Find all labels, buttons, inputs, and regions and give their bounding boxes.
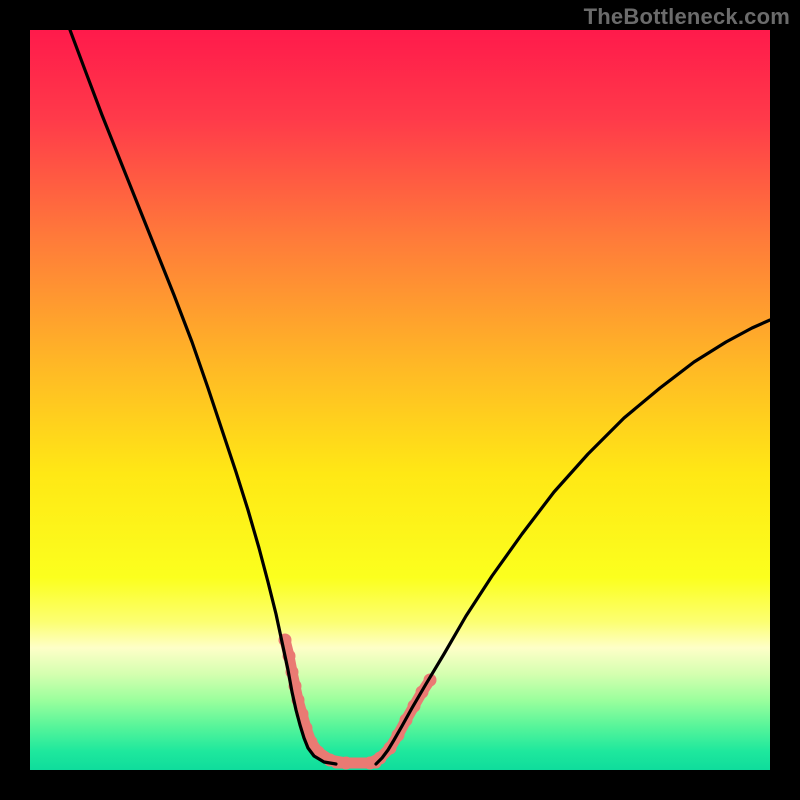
plot-area	[30, 30, 770, 770]
watermark-text: TheBottleneck.com	[584, 4, 790, 30]
chart-frame: TheBottleneck.com	[0, 0, 800, 800]
gradient-background	[30, 30, 770, 770]
plot-svg	[30, 30, 770, 770]
